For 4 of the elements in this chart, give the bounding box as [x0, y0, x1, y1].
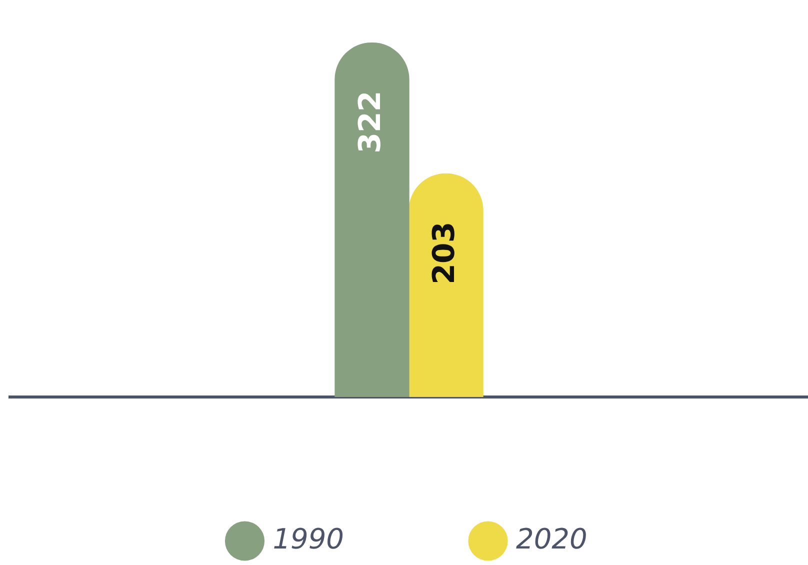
legend-label: 2020: [516, 522, 588, 556]
data-label: 322: [352, 90, 388, 154]
legend-label: 1990: [272, 522, 344, 556]
data-label: 203: [426, 222, 462, 284]
